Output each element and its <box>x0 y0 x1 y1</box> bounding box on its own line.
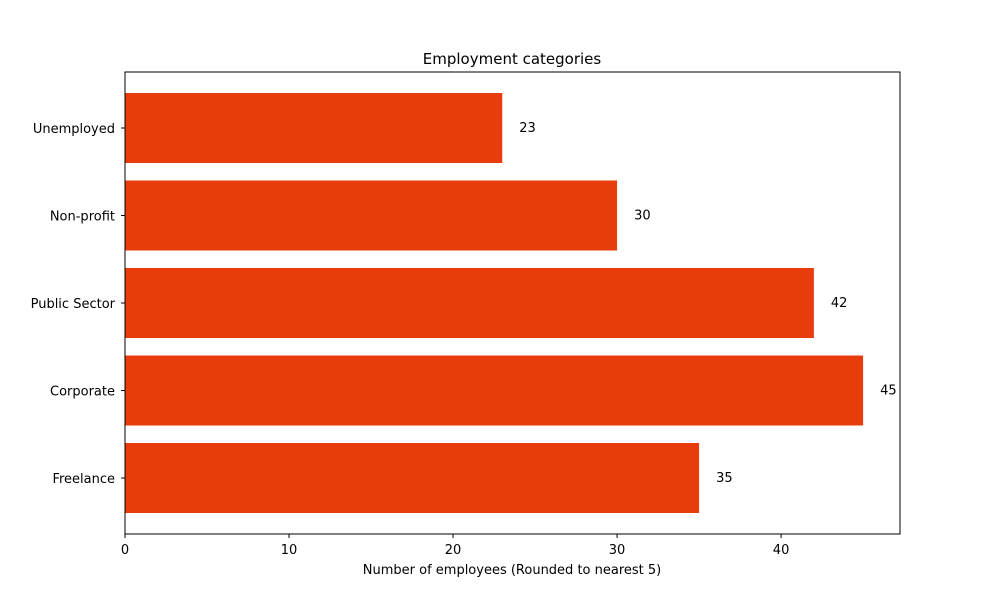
bar-corporate <box>125 355 864 426</box>
data-label: 42 <box>831 296 848 311</box>
bar-non-profit <box>125 180 618 251</box>
x-axis-label: Number of employees (Rounded to nearest … <box>363 563 661 578</box>
y-tick-label: Non-profit <box>50 210 115 225</box>
y-tick-label: Freelance <box>52 472 115 487</box>
y-tick-label: Corporate <box>50 385 115 400</box>
data-labels-layer: 23 30 42 45 35 <box>519 121 896 486</box>
plot-frame <box>124 71 901 535</box>
data-label: 35 <box>716 471 733 486</box>
y-axis-ticks: Unemployed Non-profit Public Sector Corpora… <box>31 122 125 487</box>
x-tick-label: 20 <box>445 543 462 558</box>
x-tick-label: 0 <box>121 543 129 558</box>
x-tick-label: 40 <box>773 543 790 558</box>
bar-freelance <box>125 443 700 513</box>
x-axis-ticks: 0 10 20 30 40 <box>121 534 789 558</box>
bar-public-sector <box>125 268 814 338</box>
bar-unemployed <box>125 93 503 163</box>
data-label: 30 <box>634 209 651 224</box>
x-tick-label: 10 <box>281 543 298 558</box>
y-tick-label: Unemployed <box>33 122 115 137</box>
x-tick-label: 30 <box>609 543 626 558</box>
data-label: 23 <box>519 121 536 136</box>
data-label: 45 <box>880 384 897 399</box>
bars-layer <box>125 93 864 513</box>
chart-title: Employment categories <box>423 50 602 68</box>
y-tick-label: Public Sector <box>31 297 116 312</box>
